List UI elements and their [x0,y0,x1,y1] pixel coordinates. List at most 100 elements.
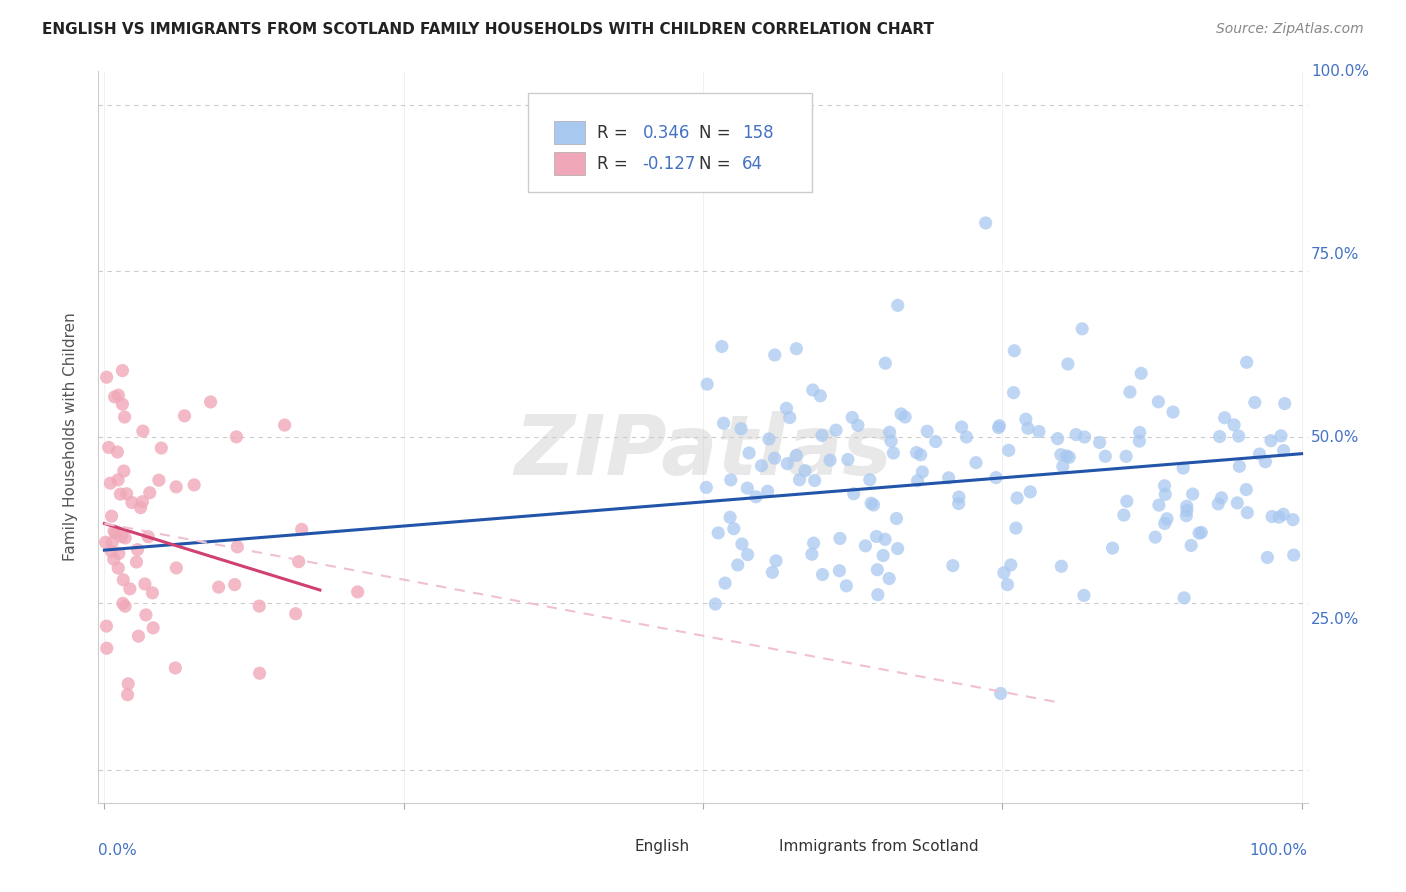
Point [910,448,932,462]
Point [1270,429,1292,443]
Point [808,389,831,403]
Point [828,564,851,578]
Point [225,430,247,444]
Point [842,487,865,501]
Point [1206,497,1229,511]
Point [107,561,129,575]
Text: 0.346: 0.346 [643,124,690,142]
Text: R =: R = [596,154,627,173]
Point [1064,427,1087,442]
Point [1019,484,1042,499]
Point [1189,525,1212,540]
Point [890,407,912,421]
Point [1223,417,1246,432]
Point [148,473,170,487]
Point [1052,459,1074,474]
Point [761,566,783,580]
Point [134,577,156,591]
Point [1272,443,1295,458]
Point [115,487,138,501]
Text: N =: N = [699,124,731,142]
Point [818,453,841,467]
Point [875,356,897,370]
Point [776,457,799,471]
Text: 64: 64 [742,154,762,173]
Point [974,216,997,230]
Point [924,434,946,449]
Point [100,509,122,524]
Point [756,484,779,499]
Point [875,533,897,547]
Text: 100.0%: 100.0% [1250,843,1308,858]
Point [866,588,889,602]
Point [1046,432,1069,446]
Point [837,452,859,467]
Point [723,522,745,536]
Point [855,539,877,553]
Point [135,607,157,622]
Point [915,424,938,438]
Point [942,558,965,573]
Point [993,566,1015,580]
Point [107,445,129,459]
Point [1282,513,1305,527]
Point [997,577,1019,591]
Point [737,481,759,495]
Point [948,490,970,504]
Point [1073,430,1095,444]
Point [127,542,149,557]
Point [800,547,823,561]
Point [111,363,134,377]
Text: 0.0%: 0.0% [98,843,138,858]
Point [1173,461,1195,475]
Point [125,555,148,569]
Point [1129,425,1152,440]
Point [1088,435,1111,450]
Point [1147,394,1170,409]
Point [1005,491,1028,505]
Point [905,445,928,459]
Point [136,530,159,544]
Point [103,524,125,538]
Text: 50.0%: 50.0% [1312,430,1360,444]
Point [720,473,742,487]
Point [779,410,801,425]
Point [1056,449,1078,463]
Point [1050,448,1073,462]
Point [117,688,139,702]
Point [1211,491,1233,505]
Point [1094,450,1116,464]
Point [1115,494,1137,508]
Point [841,410,863,425]
Point [132,424,155,438]
Point [111,529,134,543]
Point [948,497,970,511]
Point [1261,509,1284,524]
Point [103,552,125,566]
Point [1005,521,1028,535]
Point [718,510,741,524]
Point [801,383,824,397]
Point [1057,450,1080,465]
Text: -0.127: -0.127 [643,154,696,173]
Point [907,474,929,488]
Point [121,495,143,509]
Point [950,420,973,434]
Point [828,532,851,546]
Point [984,470,1007,484]
Point [763,348,786,362]
Point [291,522,314,536]
Text: 75.0%: 75.0% [1312,247,1360,261]
Point [100,544,122,558]
Point [695,480,717,494]
Point [727,558,749,572]
Point [1112,508,1135,522]
Point [811,428,834,442]
Point [96,619,118,633]
Point [96,641,118,656]
Point [1208,429,1230,443]
Text: N =: N = [699,154,731,173]
Point [1175,500,1198,514]
Point [114,599,136,614]
Point [96,370,118,384]
